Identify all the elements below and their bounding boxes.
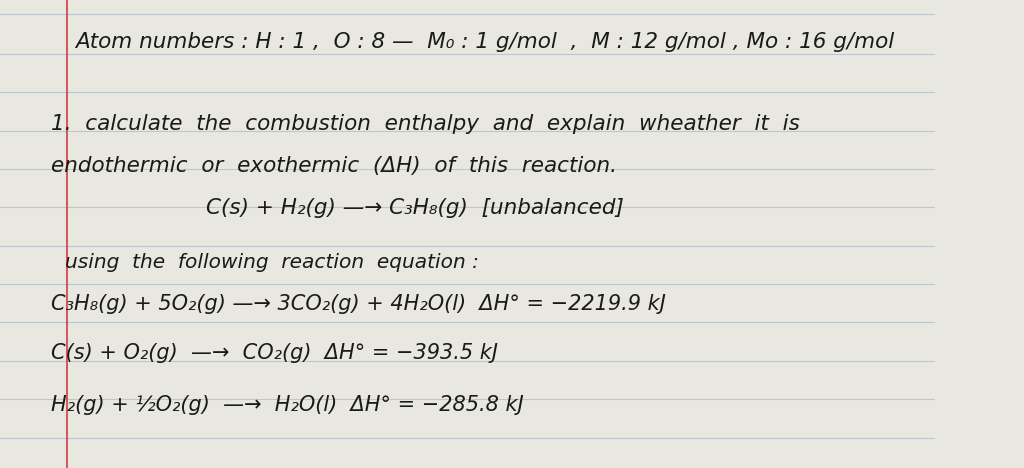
Text: using  the  following  reaction  equation :: using the following reaction equation : xyxy=(66,253,479,271)
Text: C(s) + O₂(g)  —→  CO₂(g)  ΔH° = −393.5 kJ: C(s) + O₂(g) —→ CO₂(g) ΔH° = −393.5 kJ xyxy=(51,344,499,363)
Text: H₂(g) + ½O₂(g)  —→  H₂O(l)  ΔH° = −285.8 kJ: H₂(g) + ½O₂(g) —→ H₂O(l) ΔH° = −285.8 kJ xyxy=(51,395,524,415)
Text: endothermic  or  exothermic  (ΔH)  of  this  reaction.: endothermic or exothermic (ΔH) of this r… xyxy=(51,156,617,176)
Text: 1.  calculate  the  combustion  enthalpy  and  explain  wheather  it  is: 1. calculate the combustion enthalpy and… xyxy=(51,114,801,134)
Text: C₃H₈(g) + 5O₂(g) —→ 3CO₂(g) + 4H₂O(l)  ΔH° = −2219.9 kJ: C₃H₈(g) + 5O₂(g) —→ 3CO₂(g) + 4H₂O(l) ΔH… xyxy=(51,294,667,314)
Text: Atom numbers : H : 1 ,  O : 8 —  M₀ : 1 g/mol  ,  M⁣ : 12 g/mol , Mo : 16 g/mol: Atom numbers : H : 1 , O : 8 — M₀ : 1 g/… xyxy=(75,32,894,52)
Text: C(s) + H₂(g) —→ C₃H₈(g)  [unbalanced]: C(s) + H₂(g) —→ C₃H₈(g) [unbalanced] xyxy=(206,198,624,218)
